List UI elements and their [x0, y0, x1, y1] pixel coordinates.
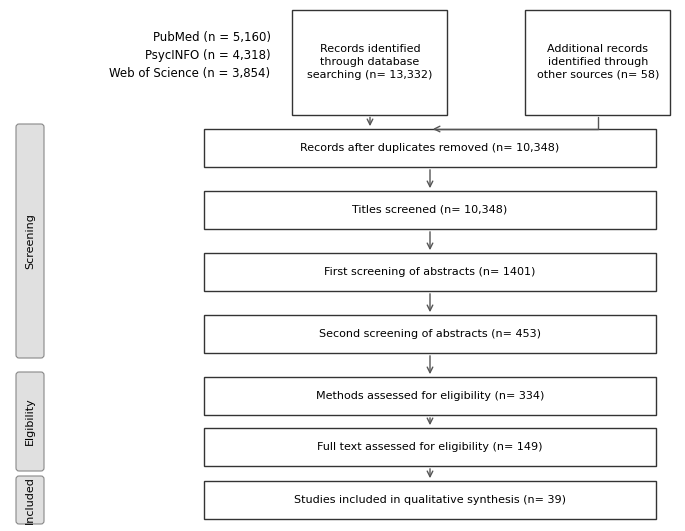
Text: Records after duplicates removed (n= 10,348): Records after duplicates removed (n= 10,…: [301, 143, 560, 153]
Text: Elgibility: Elgibility: [25, 398, 35, 446]
Text: PubMed (n = 5,160)
PsycINFO (n = 4,318)
Web of Science (n = 3,854): PubMed (n = 5,160) PsycINFO (n = 4,318) …: [110, 30, 271, 80]
Bar: [204, 377, 656, 415]
Text: Titles screened (n= 10,348): Titles screened (n= 10,348): [352, 205, 508, 215]
FancyBboxPatch shape: [16, 476, 44, 524]
Bar: [204, 253, 656, 291]
Text: Studies included in qualitative synthesis (n= 39): Studies included in qualitative synthesi…: [294, 495, 566, 505]
FancyBboxPatch shape: [16, 124, 44, 358]
Text: Additional records
identified through
other sources (n= 58): Additional records identified through ot…: [537, 44, 659, 80]
Text: Included: Included: [25, 476, 35, 524]
Bar: [204, 191, 656, 229]
Text: Screening: Screening: [25, 213, 35, 269]
Text: Second screening of abstracts (n= 453): Second screening of abstracts (n= 453): [319, 329, 541, 339]
FancyBboxPatch shape: [16, 372, 44, 471]
Bar: [292, 10, 447, 115]
Bar: [525, 10, 671, 115]
Text: First screening of abstracts (n= 1401): First screening of abstracts (n= 1401): [324, 267, 536, 277]
Bar: [204, 129, 656, 167]
Text: Methods assessed for eligibility (n= 334): Methods assessed for eligibility (n= 334…: [316, 391, 544, 401]
Bar: [204, 481, 656, 519]
Bar: [204, 315, 656, 353]
Text: Full text assessed for eligibility (n= 149): Full text assessed for eligibility (n= 1…: [317, 442, 543, 452]
Bar: [204, 428, 656, 466]
Text: Records identified
through database
searching (n= 13,332): Records identified through database sear…: [308, 44, 433, 80]
